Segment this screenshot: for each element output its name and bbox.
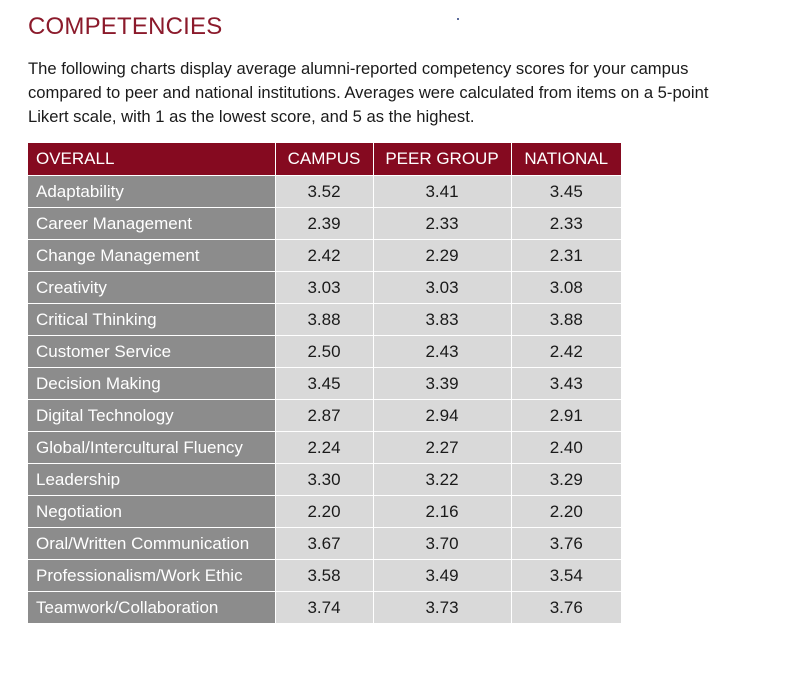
column-header-national: NATIONAL (510, 143, 621, 176)
column-header-peer-group: PEER GROUP (372, 143, 512, 176)
campus-score: 2.39 (275, 207, 374, 240)
campus-score: 2.42 (275, 239, 374, 272)
competency-label: Global/Intercultural Fluency (28, 431, 276, 464)
national-score: 3.43 (511, 367, 621, 400)
table-row: Critical Thinking 3.88 3.83 3.88 (28, 303, 621, 336)
peer-group-score: 2.94 (373, 399, 512, 432)
national-score: 2.91 (511, 399, 621, 432)
peer-group-score: 2.27 (373, 431, 512, 464)
national-score: 2.20 (511, 495, 621, 528)
peer-group-score: 2.43 (373, 335, 512, 368)
competency-label: Digital Technology (28, 399, 276, 432)
national-score: 3.76 (511, 591, 621, 624)
campus-score: 3.03 (275, 271, 374, 304)
campus-score: 3.88 (275, 303, 374, 336)
peer-group-score: 3.73 (373, 591, 512, 624)
campus-score: 2.20 (275, 495, 374, 528)
competency-label: Career Management (28, 207, 276, 240)
table-row: Negotiation 2.20 2.16 2.20 (28, 495, 621, 528)
national-score: 3.08 (511, 271, 621, 304)
peer-group-score: 2.33 (373, 207, 512, 240)
table-row: Career Management 2.39 2.33 2.33 (28, 207, 621, 240)
national-score: 3.54 (511, 559, 621, 592)
campus-score: 2.87 (275, 399, 374, 432)
peer-group-score: 3.39 (373, 367, 512, 400)
competency-label: Leadership (28, 463, 276, 496)
campus-score: 3.30 (275, 463, 374, 496)
competency-table: OVERALL CAMPUS PEER GROUP NATIONAL Adapt… (28, 143, 621, 624)
table-row: Adaptability 3.52 3.41 3.45 (28, 175, 621, 208)
table-row: Creativity 3.03 3.03 3.08 (28, 271, 621, 304)
intro-line: compared to peer and national institutio… (28, 83, 709, 102)
table-row: Decision Making 3.45 3.39 3.43 (28, 367, 621, 400)
competency-label: Adaptability (28, 175, 276, 208)
campus-score: 3.74 (275, 591, 374, 624)
peer-group-score: 3.70 (373, 527, 512, 560)
national-score: 2.40 (511, 431, 621, 464)
campus-score: 3.67 (275, 527, 374, 560)
table-row: Global/Intercultural Fluency 2.24 2.27 2.40 (28, 431, 621, 464)
competency-label: Professionalism/Work Ethic (28, 559, 276, 592)
peer-group-score: 3.49 (373, 559, 512, 592)
table-row: Change Management 2.42 2.29 2.31 (28, 239, 621, 272)
peer-group-score: 3.83 (373, 303, 512, 336)
campus-score: 2.50 (275, 335, 374, 368)
peer-group-score: 2.29 (373, 239, 512, 272)
competency-label: Teamwork/Collaboration (28, 591, 276, 624)
table-row: Customer Service 2.50 2.43 2.42 (28, 335, 621, 368)
campus-score: 3.45 (275, 367, 374, 400)
table-row: Oral/Written Communication 3.67 3.70 3.76 (28, 527, 621, 560)
campus-score: 3.52 (275, 175, 374, 208)
column-header-campus: CAMPUS (274, 143, 374, 176)
competency-label: Oral/Written Communication (28, 527, 276, 560)
peer-group-score: 3.22 (373, 463, 512, 496)
table-row: Digital Technology 2.87 2.94 2.91 (28, 399, 621, 432)
table-body: Adaptability 3.52 3.41 3.45 Career Managemen… (28, 175, 621, 624)
campus-score: 2.24 (275, 431, 374, 464)
national-score: 3.76 (511, 527, 621, 560)
national-score: 2.31 (511, 239, 621, 272)
intro-line: The following charts display average alu… (28, 59, 689, 78)
table-row: Teamwork/Collaboration 3.74 3.73 3.76 (28, 591, 621, 624)
table-header-row: OVERALL CAMPUS PEER GROUP NATIONAL (28, 143, 621, 176)
competency-label: Critical Thinking (28, 303, 276, 336)
peer-group-score: 3.41 (373, 175, 512, 208)
table-row: Leadership 3.30 3.22 3.29 (28, 463, 621, 496)
table-row: Professionalism/Work Ethic 3.58 3.49 3.54 (28, 559, 621, 592)
page-title: COMPETENCIES (28, 13, 223, 40)
national-score: 3.29 (511, 463, 621, 496)
intro-line: Likert scale, with 1 as the lowest score… (28, 107, 475, 126)
competency-label: Change Management (28, 239, 276, 272)
national-score: 3.45 (511, 175, 621, 208)
peer-group-score: 2.16 (373, 495, 512, 528)
national-score: 3.88 (511, 303, 621, 336)
competency-label: Negotiation (28, 495, 276, 528)
peer-group-score: 3.03 (373, 271, 512, 304)
intro-paragraph: The following charts display average alu… (28, 57, 788, 129)
competency-label: Customer Service (28, 335, 276, 368)
national-score: 2.33 (511, 207, 621, 240)
campus-score: 3.58 (275, 559, 374, 592)
competency-label: Creativity (28, 271, 276, 304)
competency-label: Decision Making (28, 367, 276, 400)
national-score: 2.42 (511, 335, 621, 368)
column-header-overall: OVERALL (28, 143, 276, 176)
stray-dot (457, 18, 459, 20)
